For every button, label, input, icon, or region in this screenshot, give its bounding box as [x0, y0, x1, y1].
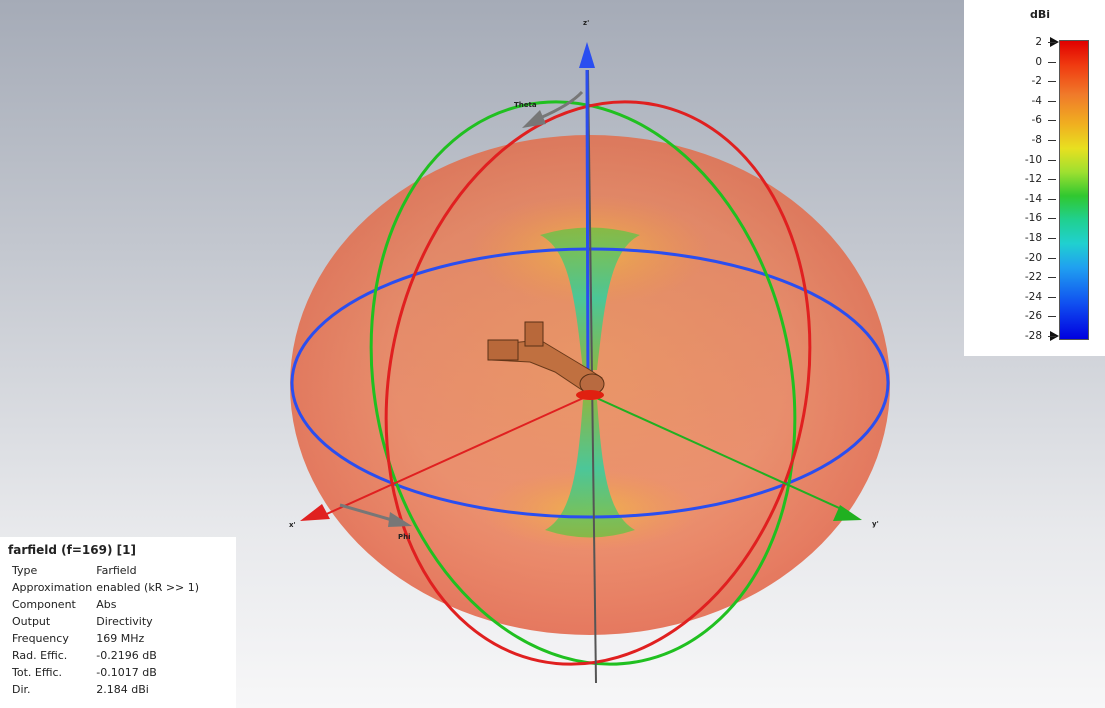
legend-tick-mark	[1048, 179, 1056, 181]
property-value: -0.2196 dB	[96, 649, 157, 662]
legend-tick-mark	[1048, 218, 1056, 220]
legend-tick-mark	[1048, 81, 1056, 83]
property-row: Tot. Effic. -0.1017 dB	[8, 664, 199, 681]
property-value: Directivity	[96, 615, 153, 628]
property-row: Type Farfield	[8, 562, 199, 579]
x-axis-arrowhead	[300, 504, 330, 521]
legend-tick-label: -8	[1031, 134, 1042, 146]
property-value: Abs	[96, 598, 117, 611]
phi-direction-arrow	[339, 503, 393, 522]
legend-tick-label: -10	[1024, 153, 1042, 166]
theta-label: Theta	[514, 101, 537, 109]
property-key: Frequency	[12, 632, 69, 645]
theta-direction-arrow	[539, 90, 584, 120]
legend-tick-label: -28	[1024, 330, 1042, 342]
z-axis-label: z'	[583, 19, 589, 27]
antenna-model[interactable]	[487, 321, 605, 400]
legend-tick-mark	[1048, 120, 1056, 122]
legend-tick-mark	[1048, 100, 1056, 102]
y-axis	[589, 394, 849, 513]
legend-tick-mark	[1048, 277, 1056, 279]
legend-tick-mark	[1048, 61, 1056, 63]
legend-tick-mark	[1048, 42, 1056, 43]
legend-tick-label: -2	[1031, 75, 1042, 88]
legend-tick-mark	[1048, 316, 1056, 318]
legend-tick-mark	[1048, 140, 1056, 141]
phi-label: Phi	[398, 533, 411, 541]
property-key: Dir.	[12, 683, 31, 696]
property-row: Approximation enabled (kR >> 1)	[8, 579, 199, 596]
property-row: Dir. 2.184 dBi	[8, 681, 199, 698]
theta-arrowhead	[522, 110, 546, 128]
property-value: 2.184 dBi	[96, 683, 149, 696]
legend-tick-mark	[1048, 238, 1056, 239]
legend-tick-label: -14	[1024, 192, 1042, 205]
xz-plane-circle	[384, 100, 812, 666]
property-key: Output	[12, 615, 51, 628]
property-row: Rad. Effic. -0.2196 dB	[8, 647, 199, 664]
x-axis-label: x'	[289, 521, 296, 529]
z-axis-arrowhead	[579, 42, 595, 68]
property-key: Component	[12, 598, 76, 611]
property-value: 169 MHz	[96, 632, 145, 645]
legend-tick-label: -4	[1031, 94, 1042, 107]
legend-tick-label: -22	[1024, 271, 1042, 284]
legend-tick-label: 0	[1035, 55, 1042, 68]
farfield-title: farfield (f=169) [1]	[8, 543, 136, 557]
property-value: enabled (kR >> 1)	[96, 581, 200, 594]
property-key: Approximation	[12, 581, 93, 594]
legend-tick-mark	[1048, 198, 1056, 200]
phi-arrowhead	[388, 512, 412, 527]
farfield-info-panel: farfield (f=169) [1] Type Farfield Approxi…	[0, 537, 236, 708]
x-axis	[319, 394, 591, 518]
legend-tick-label: -16	[1024, 212, 1042, 225]
legend-tick-label: 2	[1035, 36, 1042, 48]
legend-tick-label: -18	[1024, 232, 1042, 244]
legend-color-scale	[1059, 40, 1089, 340]
property-key: Rad. Effic.	[12, 649, 68, 662]
legend-unit: dBi	[1030, 8, 1051, 21]
directivity-color-legend: dBi 2 0 -2 -4 -6 -8 -10 -12 -14 -16 -18 -20 -22 -24 -2…	[964, 0, 1105, 356]
y-axis-arrowhead	[833, 505, 862, 521]
legend-tick-label: -26	[1024, 310, 1042, 323]
y-axis-label: y'	[872, 520, 879, 528]
legend-tick-mark	[1048, 296, 1056, 298]
legend-tick-label: -12	[1024, 173, 1042, 186]
yz-plane-circle	[369, 100, 797, 666]
property-row: Frequency 169 MHz	[8, 630, 199, 647]
property-value: -0.1017 dB	[96, 666, 157, 679]
property-row: Component Abs	[8, 596, 199, 613]
legend-tick-mark	[1048, 257, 1056, 259]
property-value: Farfield	[96, 564, 137, 577]
legend-tick-mark	[1048, 159, 1056, 161]
legend-tick-label: -6	[1031, 114, 1042, 127]
z-axis-arrow-shaft	[585, 69, 590, 396]
property-key: Tot. Effic.	[12, 666, 63, 679]
property-row: Output Directivity	[8, 613, 199, 630]
legend-tick-label: -24	[1024, 290, 1042, 303]
farfield-properties-table: Type Farfield Approximation enabled (kR >> …	[8, 562, 199, 698]
legend-tick-mark	[1048, 336, 1056, 337]
legend-tick-label: -20	[1024, 251, 1042, 264]
property-key: Type	[12, 564, 38, 577]
